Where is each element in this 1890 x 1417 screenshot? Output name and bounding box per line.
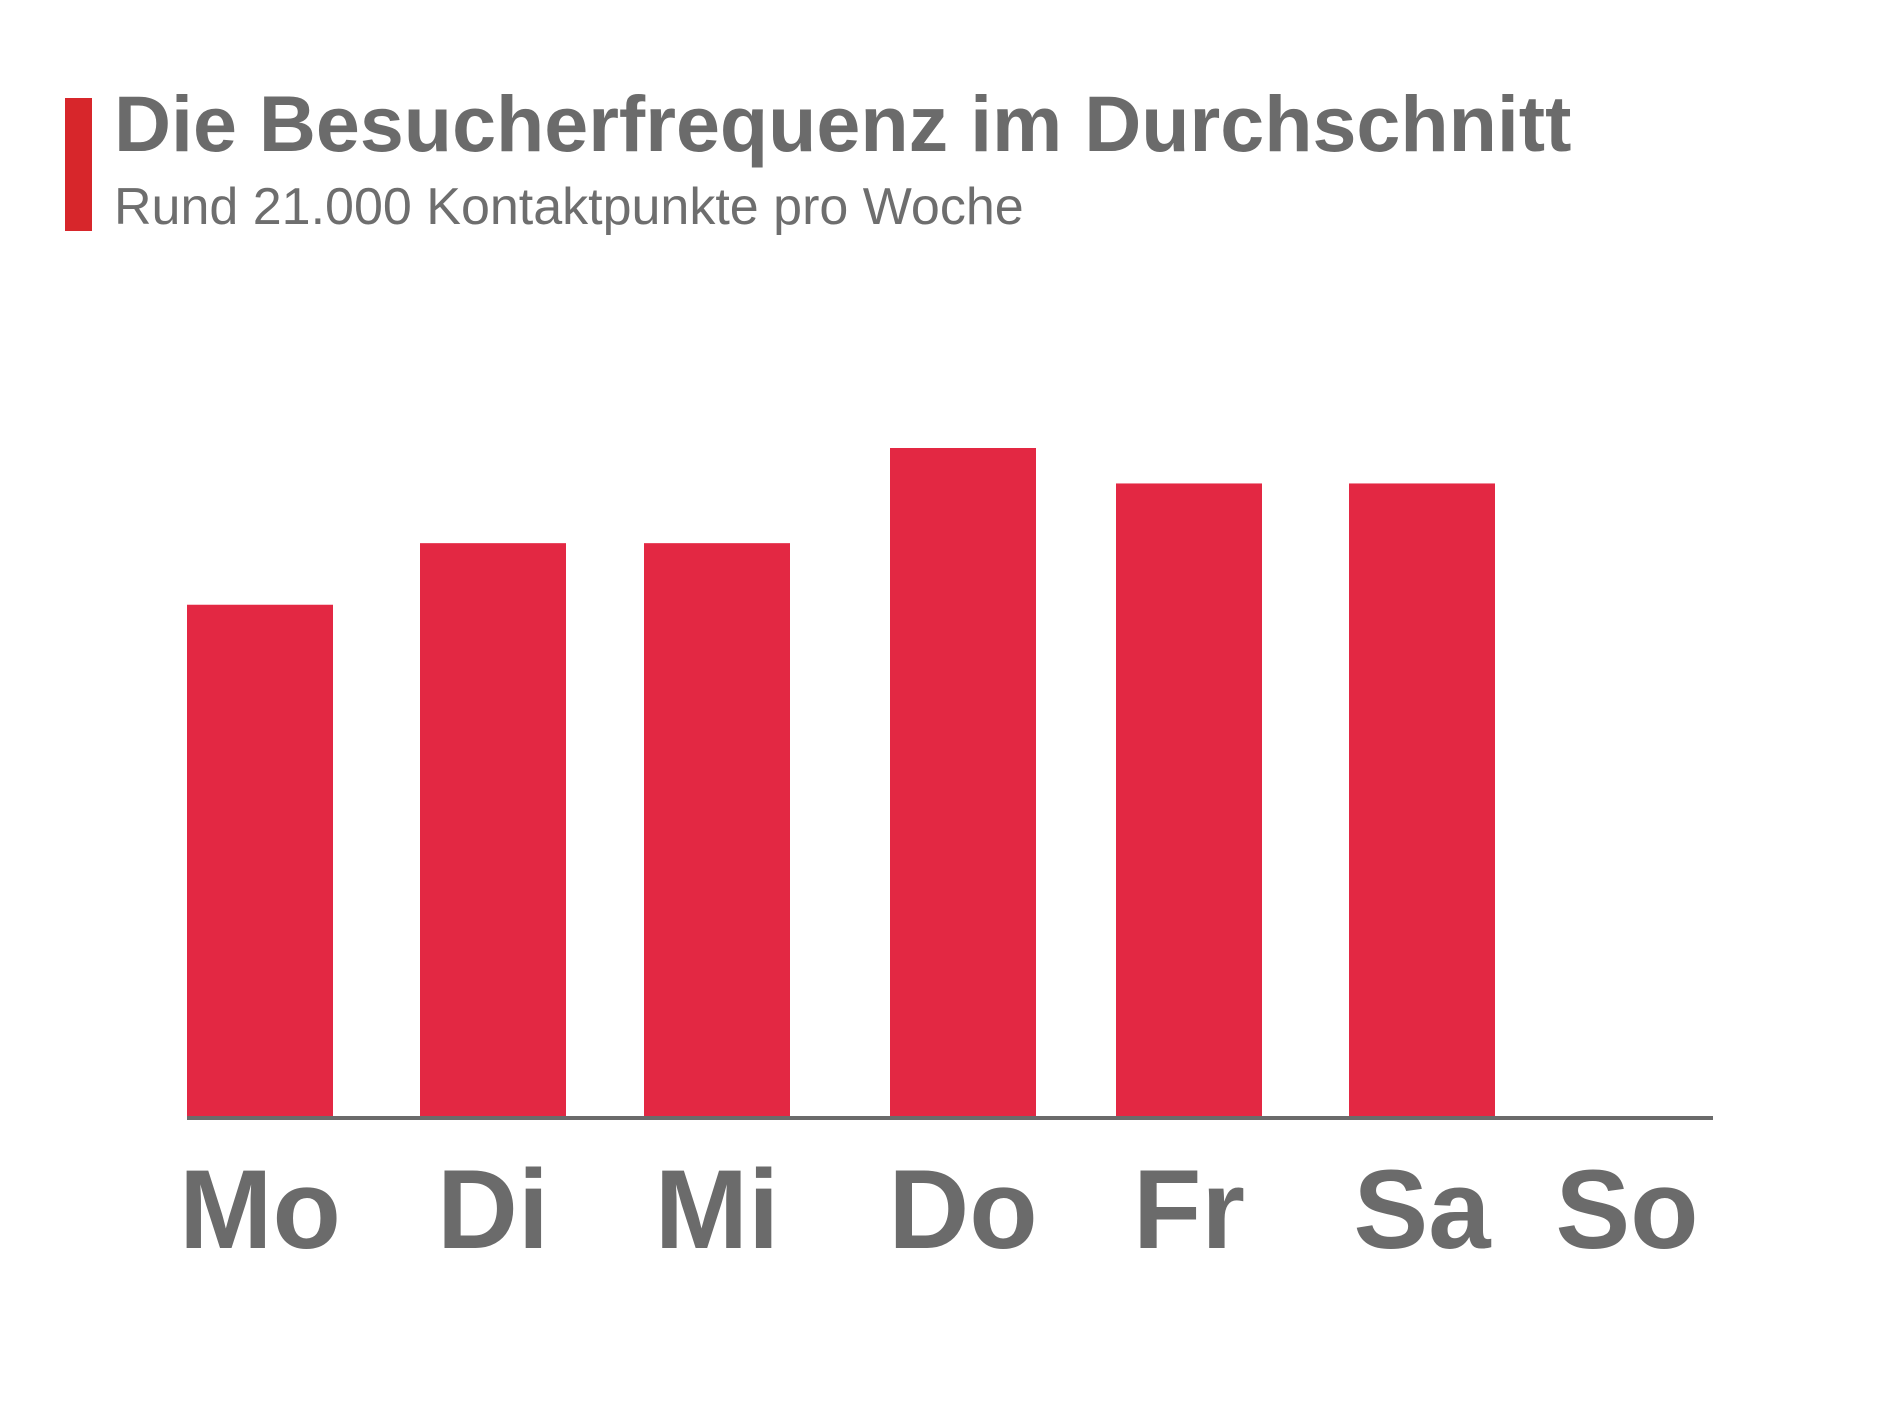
bar-fr bbox=[1116, 483, 1262, 1116]
category-label-mo: Mo bbox=[179, 1147, 341, 1272]
category-label-so: So bbox=[1555, 1147, 1698, 1272]
category-labels-layer: Mo Di Mi Do Fr Sa So bbox=[179, 1147, 1698, 1272]
category-label-di: Di bbox=[437, 1147, 549, 1272]
bar-mi bbox=[644, 543, 790, 1116]
bars-layer bbox=[187, 448, 1495, 1116]
bar-do bbox=[890, 448, 1036, 1116]
category-label-do: Do bbox=[888, 1147, 1037, 1272]
category-label-mi: Mi bbox=[655, 1147, 779, 1272]
title-accent-bar bbox=[65, 98, 92, 231]
bar-di bbox=[420, 543, 566, 1116]
category-label-sa: Sa bbox=[1354, 1147, 1492, 1272]
chart-subtitle: Rund 21.000 Kontaktpunkte pro Woche bbox=[114, 178, 1024, 236]
bar-sa bbox=[1349, 483, 1495, 1116]
chart-title: Die Besucherfrequenz im Durchschnitt bbox=[114, 79, 1572, 168]
bar-mo bbox=[187, 604, 333, 1116]
category-label-fr: Fr bbox=[1133, 1147, 1245, 1272]
